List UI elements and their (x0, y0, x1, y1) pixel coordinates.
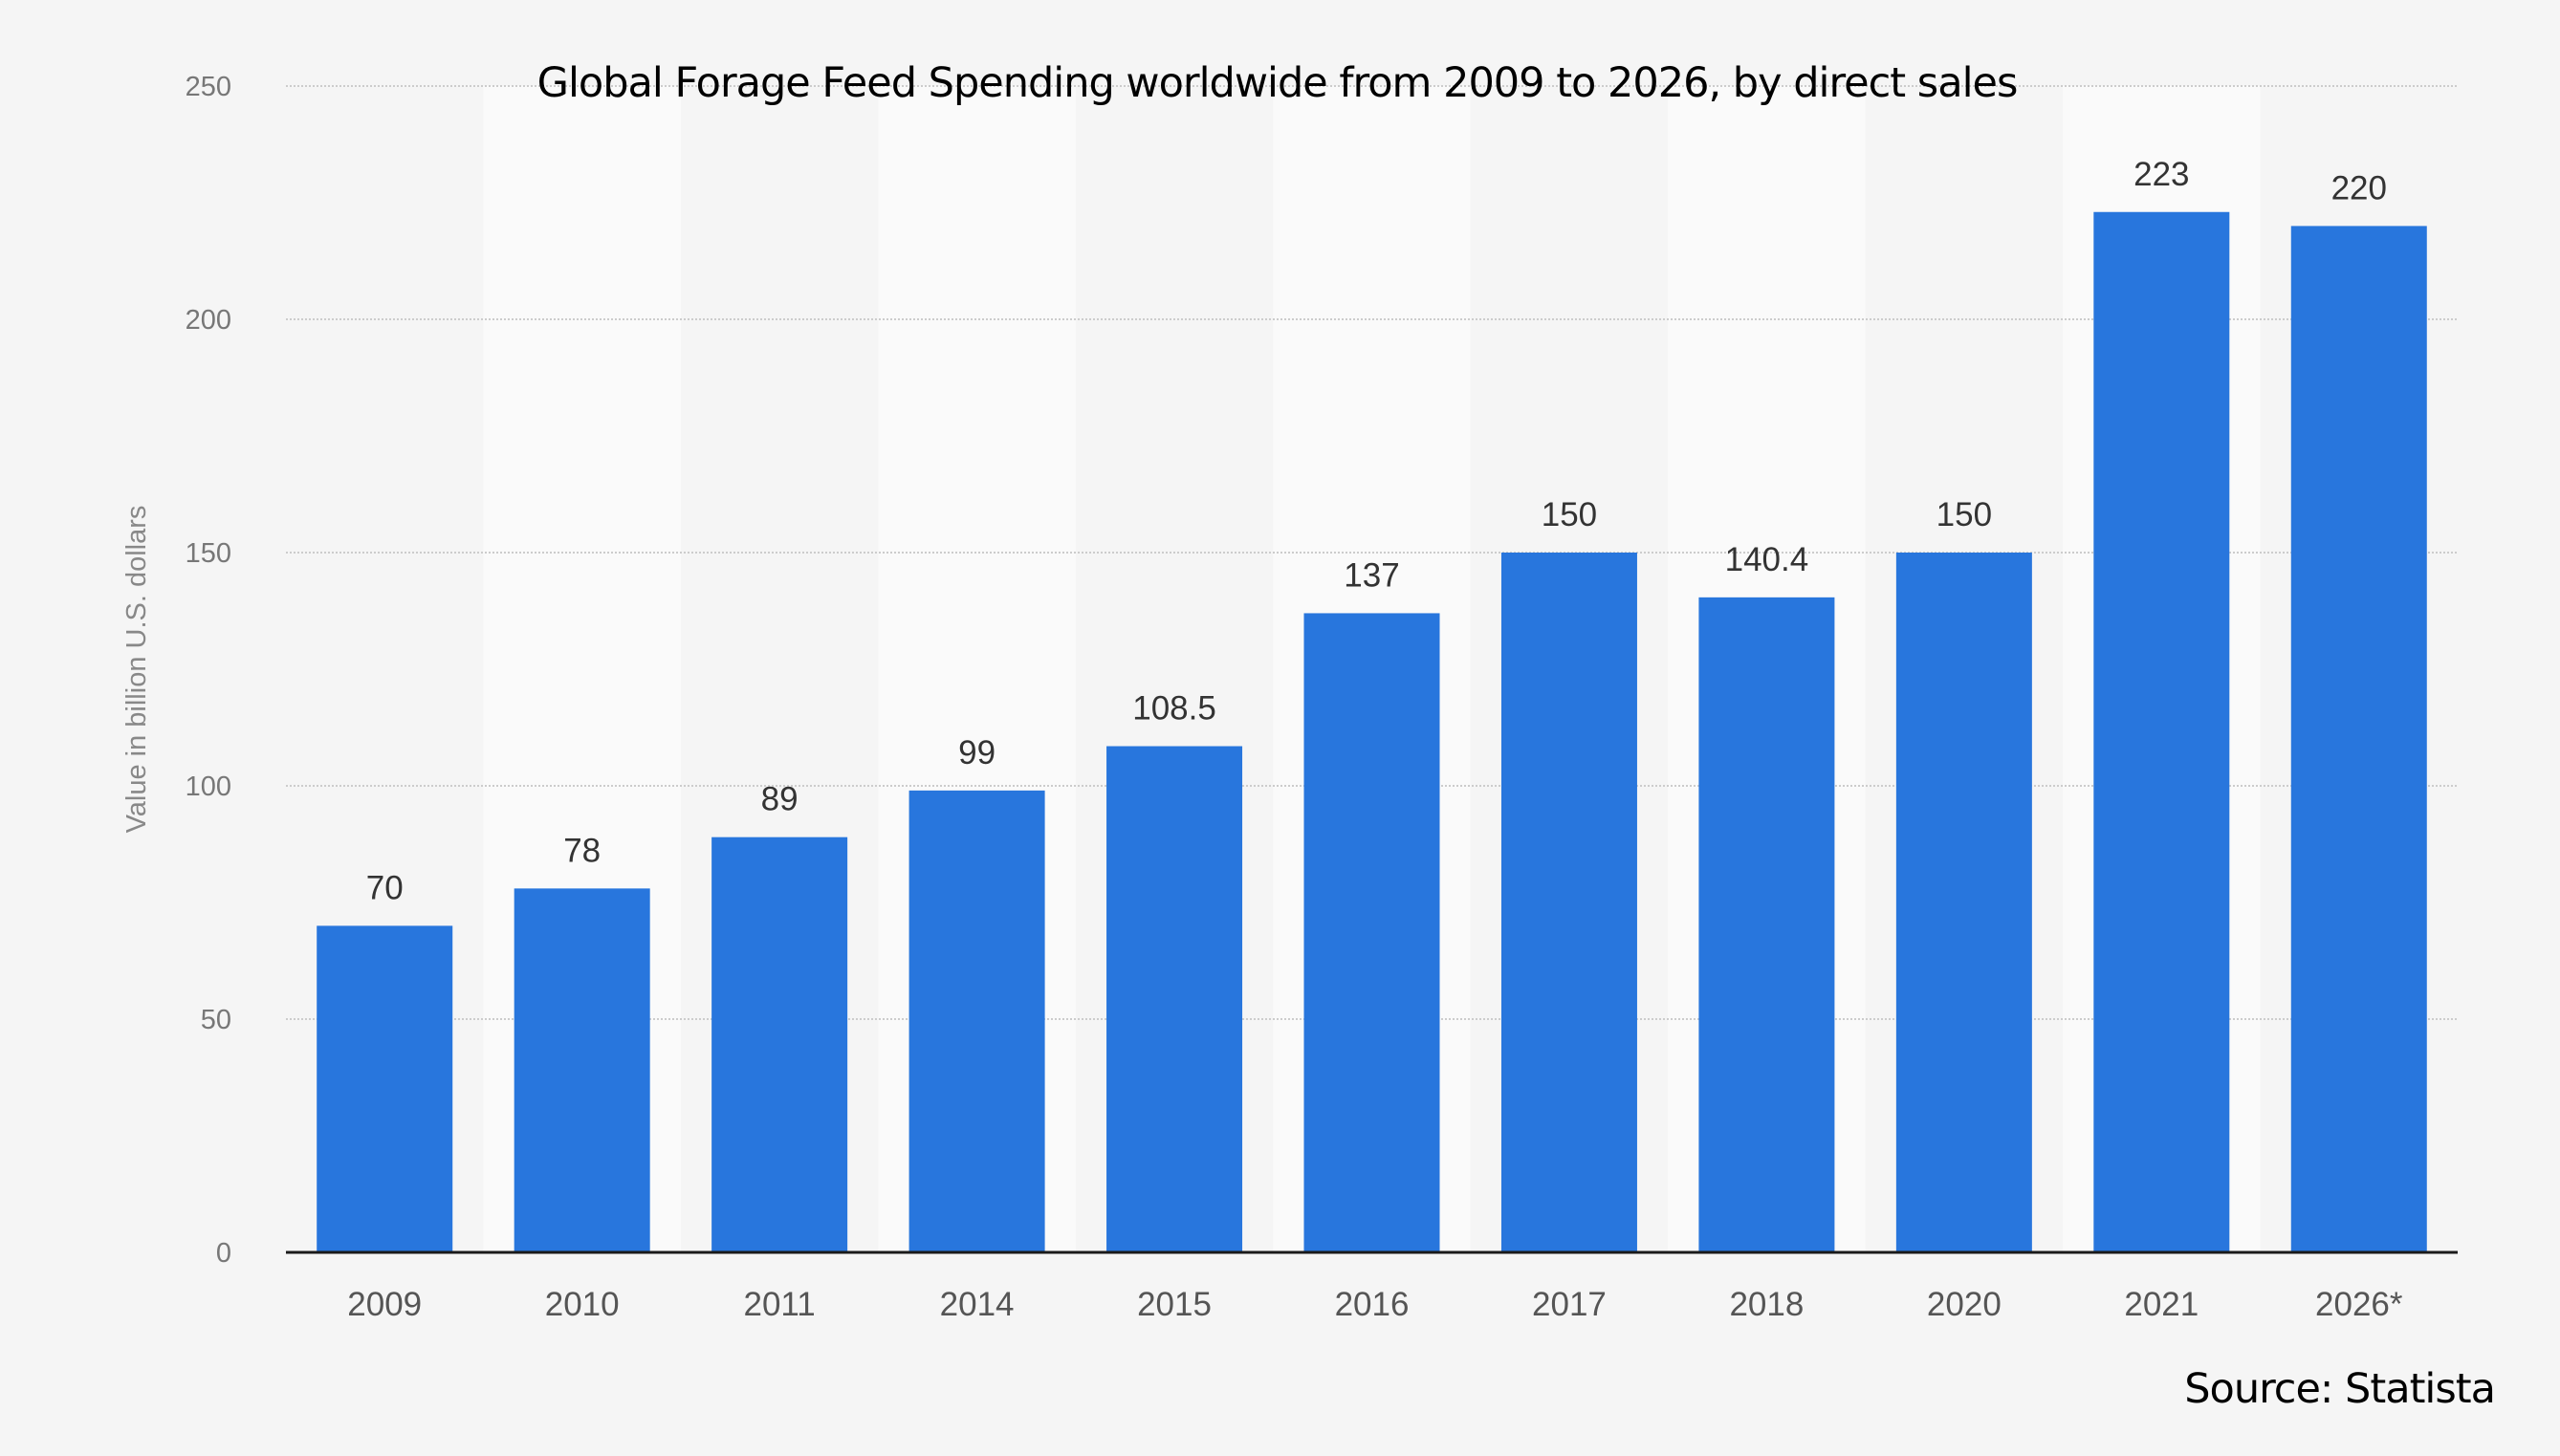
bar (2093, 211, 2230, 1252)
bar (1698, 597, 1835, 1252)
data-label: 89 (761, 781, 799, 818)
x-tick-label: 2020 (1927, 1286, 2002, 1323)
x-tick-label: 2016 (1335, 1286, 1410, 1323)
data-label: 220 (2331, 169, 2387, 206)
bar (1303, 613, 1440, 1252)
bar (1106, 746, 1243, 1252)
y-tick-label: 250 (186, 72, 231, 102)
x-tick-label: 2017 (1532, 1286, 1607, 1323)
chart-title: Global Forage Feed Spending worldwide fr… (536, 59, 2019, 107)
bar (908, 790, 1045, 1252)
y-tick-label: 0 (216, 1238, 231, 1269)
source-note: Source: Statista (2184, 1365, 2496, 1413)
bar (1895, 553, 2032, 1252)
y-axis-label: Value in billion U.S. dollars (121, 506, 152, 834)
x-tick-label: 2021 (2124, 1286, 2199, 1323)
y-tick-label: 150 (186, 538, 231, 569)
y-tick-label: 200 (186, 305, 231, 336)
data-label: 223 (2133, 156, 2189, 193)
bar (2290, 226, 2427, 1252)
data-label: 137 (1344, 556, 1399, 594)
data-label: 140.4 (1725, 541, 1809, 578)
data-label: 78 (563, 832, 601, 869)
x-tick-label: 2015 (1137, 1286, 1212, 1323)
x-tick-label: 2010 (545, 1286, 620, 1323)
data-label: 99 (958, 734, 996, 771)
x-tick-label: 2009 (347, 1286, 422, 1323)
data-label: 150 (1542, 496, 1597, 533)
data-label: 108.5 (1132, 690, 1216, 728)
x-tick-label: 2026* (2315, 1286, 2403, 1323)
bar (317, 925, 453, 1252)
data-label: 70 (366, 869, 404, 906)
x-tick-label: 2014 (940, 1286, 1015, 1323)
y-tick-label: 50 (201, 1005, 231, 1035)
bar (514, 888, 650, 1252)
bar (711, 837, 848, 1252)
y-tick-label: 100 (186, 771, 231, 802)
x-tick-label: 2011 (744, 1286, 816, 1323)
data-label: 150 (1936, 496, 1992, 533)
x-tick-label: 2018 (1729, 1286, 1804, 1323)
bar (1500, 553, 1637, 1252)
